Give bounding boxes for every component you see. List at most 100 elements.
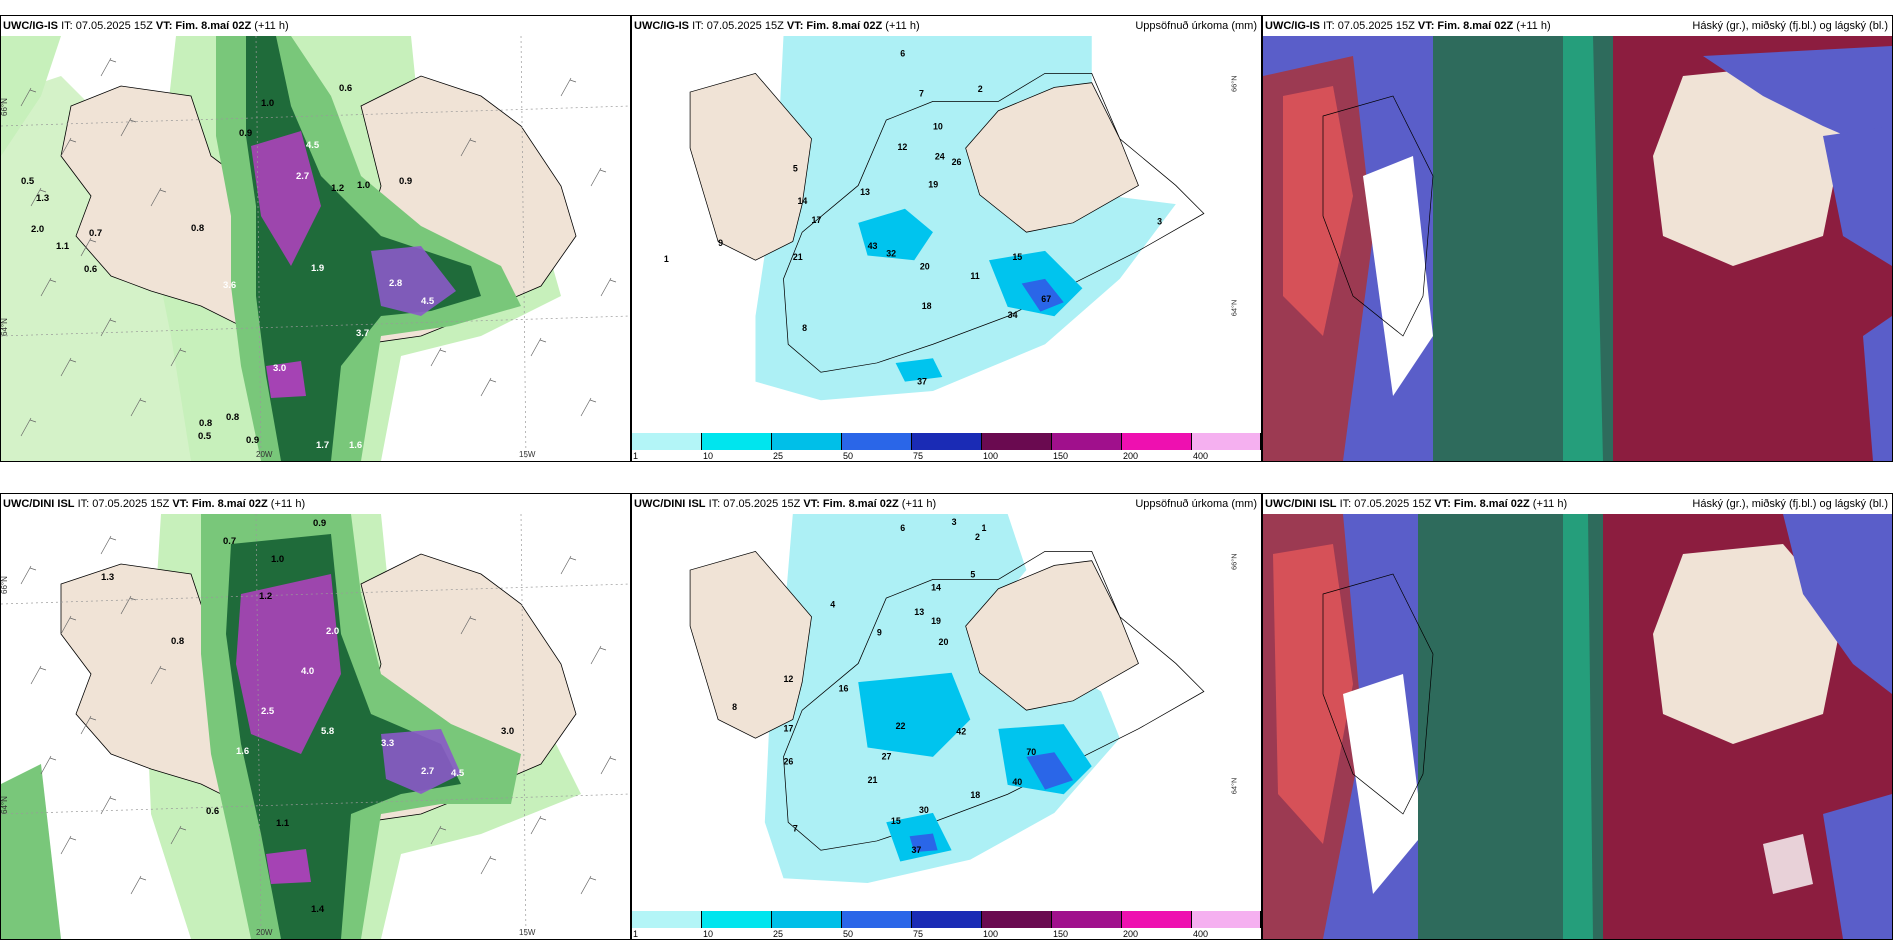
precip-value: 14: [931, 583, 941, 593]
lon-label: 15W: [519, 928, 536, 937]
precip-value: 27: [882, 752, 892, 762]
precip-accum-map: 6 3 2 1 14 13 19 20 9 5 17 26 27 37 40 4…: [652, 514, 1241, 885]
legend-tick: 400: [1193, 451, 1209, 461]
precip-value: 26: [783, 756, 793, 766]
intense-precip-core: [371, 246, 456, 316]
legend-swatch: [842, 911, 912, 928]
precip-value: 22: [896, 721, 906, 731]
panel-right-title: Uppsöfnuð úrkoma (mm): [1135, 20, 1257, 32]
precip-value: 7: [793, 824, 798, 834]
low-cloud-area: [1863, 316, 1892, 461]
precip-value: 1: [664, 254, 669, 264]
legend-swatch: [702, 911, 772, 928]
legend-swatch: [842, 433, 912, 450]
precip-color-legend: 1 10 25 50 75 100 150 200 400: [632, 911, 1261, 939]
moderate-precip-area: [858, 672, 971, 757]
precip-value: 0.8: [191, 223, 204, 234]
precip-value: 0.6: [84, 264, 97, 275]
legend-swatch: [772, 911, 842, 928]
panel-right-title: Háský (gr.), miðský (fj.bl.) og lágský (…: [1692, 498, 1888, 510]
precip-value: 1.7: [316, 440, 329, 451]
panel-right-title: Háský (gr.), miðský (fj.bl.) og lágský (…: [1692, 20, 1888, 32]
precip-value: 26: [952, 157, 962, 167]
precip-value: 0.6: [339, 83, 352, 94]
precip-value: 1.0: [261, 98, 274, 109]
precip-value: 3.7: [356, 328, 369, 339]
precip-value: 10: [933, 121, 943, 131]
panel-cloud-cover-dini: UWC/DINI ISL IT: 07.05.2025 15Z VT: Fim.…: [1262, 493, 1893, 940]
legend-swatch: [1122, 911, 1192, 928]
precip-value: 1.3: [36, 193, 49, 204]
heavy-precip-area: [909, 833, 938, 853]
legend-tick: 75: [913, 929, 924, 939]
heavy-precip-area: [1026, 752, 1074, 790]
precip-value: 0.8: [199, 418, 212, 429]
precip-value: 12: [783, 674, 793, 684]
west-iceland: [60, 85, 272, 327]
low-cloud-area: [1703, 46, 1892, 156]
lat-label: 64°N: [1230, 778, 1239, 795]
precip-value: 4.5: [306, 140, 320, 151]
panel-title: UWC/IG-IS IT: 07.05.2025 15Z VT: Fim. 8.…: [634, 20, 920, 32]
legend-tick: 200: [1123, 929, 1139, 939]
precip-value: 14: [798, 196, 808, 206]
west-iceland: [689, 550, 812, 739]
latitude-line: [1, 315, 630, 337]
latitude-line: [1, 793, 630, 815]
moderate-precip-area: [858, 208, 933, 261]
wind-barbs: [20, 57, 617, 437]
panel-wind-precip-dini: UWC/DINI ISL IT: 07.05.2025 15Z VT: Fim.…: [0, 493, 631, 940]
precip-value: 0.9: [246, 435, 259, 446]
west-iceland: [689, 72, 812, 261]
latitude-line: [1, 583, 630, 605]
clear-area: [1763, 834, 1813, 894]
low-cloud-area: [1823, 126, 1892, 266]
precip-value: 15: [891, 816, 901, 826]
longitude-line: [520, 514, 527, 939]
east-iceland: [1653, 66, 1843, 266]
legend-swatch: [1192, 433, 1261, 450]
precip-value: 2: [975, 532, 980, 542]
precip-value: 19: [928, 179, 938, 189]
precip-value: 16: [839, 683, 849, 693]
legend-swatch: [912, 911, 982, 928]
heavy-precip-area: [1021, 278, 1064, 312]
precip-value: 1.1: [276, 818, 290, 829]
precip-value-labels: 1.0 0.9 0.6 0.8 1.2 4.5 2.7 1.9 2.8 3.6 …: [21, 83, 435, 451]
intense-precip-core: [251, 131, 321, 266]
precip-value: 30: [919, 805, 929, 815]
lat-label: 66°N: [1230, 75, 1239, 92]
legend-swatch: [912, 433, 982, 450]
clear-area: [1343, 674, 1423, 894]
precip-value: 2.7: [296, 171, 309, 182]
high-cloud-edge: [1563, 514, 1593, 939]
latitude-line: [1, 105, 630, 127]
precip-value: 1: [982, 523, 987, 533]
precip-value: 43: [868, 241, 878, 251]
panel-title: UWC/DINI ISL IT: 07.05.2025 15Z VT: Fim.…: [634, 498, 937, 510]
precip-value: 37: [911, 845, 921, 855]
panel-title: UWC/IG-IS IT: 07.05.2025 15Z VT: Fim. 8.…: [1265, 20, 1551, 32]
legend-swatch: [632, 433, 702, 450]
lon-label: 20W: [256, 450, 273, 459]
east-iceland: [1653, 544, 1843, 744]
precip-value: 0.5: [21, 176, 35, 187]
precip-value: 21: [793, 252, 803, 262]
precip-value: 18: [922, 301, 932, 311]
lon-label: 20W: [256, 928, 273, 937]
precip-value: 17: [783, 724, 793, 734]
cloud-cover-map: [1263, 514, 1892, 939]
panel-accumulated-precip-igis: UWC/IG-IS IT: 07.05.2025 15Z VT: Fim. 8.…: [631, 15, 1262, 462]
legend-swatch: [1052, 911, 1122, 928]
precip-value: 1.1: [56, 241, 70, 252]
precip-value: 3: [1157, 217, 1162, 227]
precip-value: 1.6: [349, 440, 362, 451]
precip-value: 4.5: [421, 296, 435, 307]
light-precip-area: [1, 36, 61, 156]
precip-value: 1.0: [357, 180, 370, 191]
precip-value-labels: 0.9 0.7 1.0 1.3 2.0 4.0 2.5 3.3 5.8 1.6 …: [101, 518, 514, 915]
legend-swatch: [982, 433, 1052, 450]
panel-wind-precip-igis: UWC/IG-IS IT: 07.05.2025 15Z VT: Fim. 8.…: [0, 15, 631, 462]
precip-value: 0.8: [171, 636, 184, 647]
precip-value: 42: [956, 726, 966, 736]
